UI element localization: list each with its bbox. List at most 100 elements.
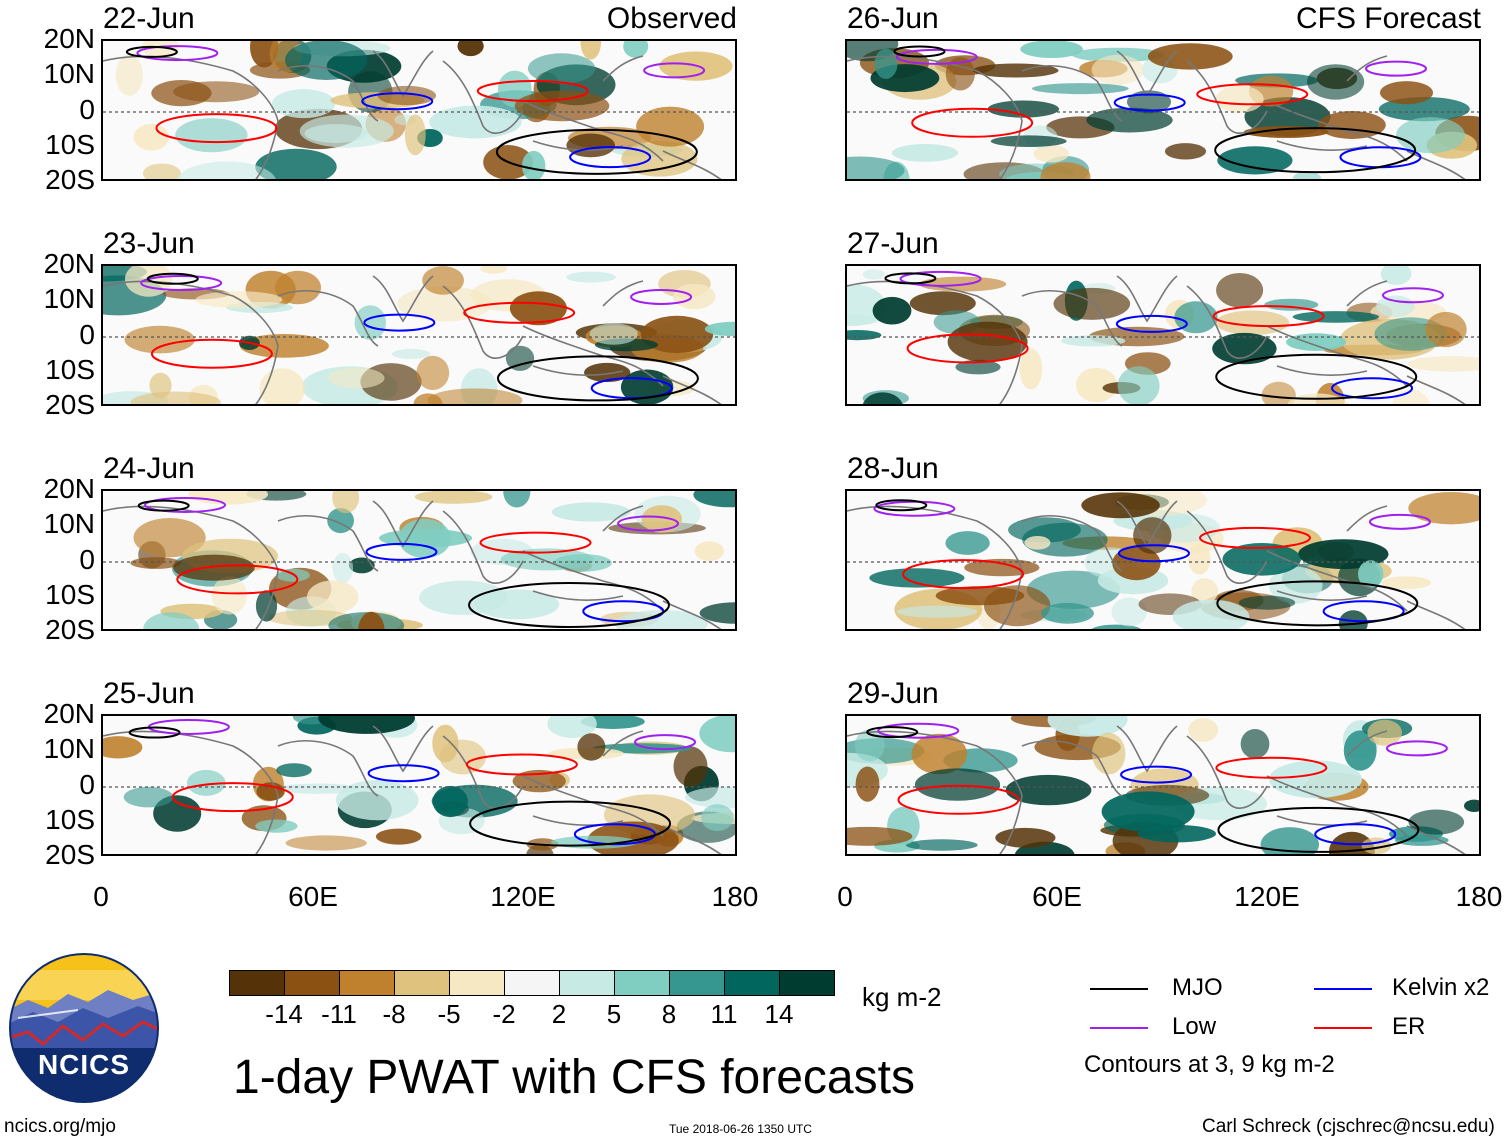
wet-anomaly (905, 839, 978, 851)
wet-anomaly (955, 359, 1001, 375)
low-contour (630, 288, 693, 305)
mjo-contour (125, 45, 178, 58)
ncics-logo-graphic (9, 953, 159, 1103)
wet-anomaly (547, 716, 597, 738)
dry-anomaly (964, 558, 1040, 577)
dry-anomaly (133, 123, 169, 151)
map-field (847, 491, 1479, 629)
dry-anomaly (115, 54, 143, 96)
er-contour (465, 753, 578, 776)
colorbar-tick-label: -2 (492, 999, 516, 1029)
dry-anomaly (133, 518, 206, 558)
dry-anomaly (416, 355, 450, 390)
lat-tick-label: 0 (79, 319, 95, 350)
footer-url[interactable]: ncics.org/mjo (4, 1116, 116, 1137)
er-contour (1212, 305, 1325, 328)
pwat-map (101, 489, 737, 631)
wet-anomaly (1244, 97, 1331, 137)
coastline (1406, 375, 1466, 404)
coastline (372, 500, 434, 548)
wet-anomaly (1396, 117, 1465, 154)
er-contour (171, 782, 294, 813)
coastline (662, 150, 722, 179)
lat-tick-label: 10N (43, 58, 95, 89)
wet-anomaly (1240, 729, 1270, 759)
map-field (103, 716, 735, 854)
dry-anomaly (1112, 546, 1161, 581)
colorbar-tick-label: -5 (437, 999, 461, 1029)
dry-anomaly (847, 826, 913, 846)
lat-tick-label: 20S (45, 839, 95, 870)
dry-anomaly (142, 163, 181, 179)
wet-anomaly (847, 330, 882, 341)
coastline (532, 815, 624, 826)
dry-anomaly (995, 827, 1056, 848)
wet-anomaly (581, 716, 645, 729)
wet-anomaly (1358, 560, 1384, 588)
er-contour (155, 113, 278, 144)
footer-author[interactable]: Carl Schreck (cjschrec@ncsu.edu) (1202, 1116, 1495, 1137)
dry-anomaly (1040, 162, 1091, 179)
dry-anomaly (1033, 144, 1069, 163)
panel-date-label: 29-Jun (847, 677, 939, 710)
map-field (103, 491, 735, 629)
low-contour (877, 722, 960, 739)
colorbar-tick-label: -11 (321, 999, 357, 1029)
dry-anomaly (1081, 492, 1160, 519)
dry-anomaly (1392, 389, 1430, 404)
coastline (1266, 100, 1408, 162)
er-contour (1196, 83, 1309, 106)
coastline (1346, 730, 1388, 757)
pwat-map (101, 39, 737, 181)
wet-anomaly (1307, 64, 1365, 100)
colorbar-swatch (394, 970, 450, 996)
coastline (1276, 140, 1368, 151)
wet-anomaly (318, 716, 415, 734)
dry-anomaly (151, 80, 212, 107)
dry-anomaly (307, 580, 359, 614)
wet-anomaly (255, 590, 278, 622)
dry-anomaly (584, 362, 631, 383)
wet-anomaly (987, 100, 1059, 118)
dry-anomaly (1053, 287, 1131, 320)
coastline (522, 100, 664, 162)
legend-kelvin-line (1314, 988, 1372, 990)
colorbar-swatch (504, 970, 560, 996)
wet-anomaly (1060, 335, 1126, 347)
dry-anomaly (509, 291, 567, 326)
coastline (662, 375, 722, 404)
dry-anomaly (1133, 517, 1172, 554)
wet-anomaly (1071, 47, 1165, 62)
lat-tick-label: 10S (45, 579, 95, 610)
low-contour (136, 45, 219, 62)
wet-anomaly (474, 589, 560, 620)
coastline (1406, 825, 1466, 854)
lat-tick-label: 10S (45, 804, 95, 835)
mjo-contour (137, 499, 190, 512)
wet-anomaly (503, 491, 531, 508)
dry-anomaly (1425, 311, 1467, 348)
er-contour (897, 784, 1020, 815)
wet-anomaly (990, 135, 1067, 147)
legend-low-line (1090, 1027, 1148, 1029)
wet-anomaly (1268, 566, 1323, 604)
wet-anomaly (551, 502, 631, 522)
kelvin-contour (1314, 823, 1397, 846)
wet-anomaly (1376, 295, 1415, 318)
wet-anomaly (1005, 774, 1092, 806)
dry-anomaly (1092, 732, 1126, 775)
lon-tick-label: 180 (711, 881, 759, 912)
kelvin-contour (590, 377, 673, 400)
chart-title: 1-day PWAT with CFS forecasts (233, 1051, 915, 1104)
lon-tick-label: 120E (490, 881, 556, 912)
coastline (602, 55, 644, 82)
coastline (522, 775, 664, 837)
dry-anomaly (1147, 43, 1233, 70)
coastline (1116, 50, 1178, 98)
wet-anomaly (704, 321, 735, 337)
lon-tick-label: 0 (837, 881, 853, 912)
colorbar-swatch (284, 970, 340, 996)
er-contour (911, 107, 1034, 138)
dry-anomaly (911, 733, 968, 775)
dry-anomaly (694, 541, 724, 561)
